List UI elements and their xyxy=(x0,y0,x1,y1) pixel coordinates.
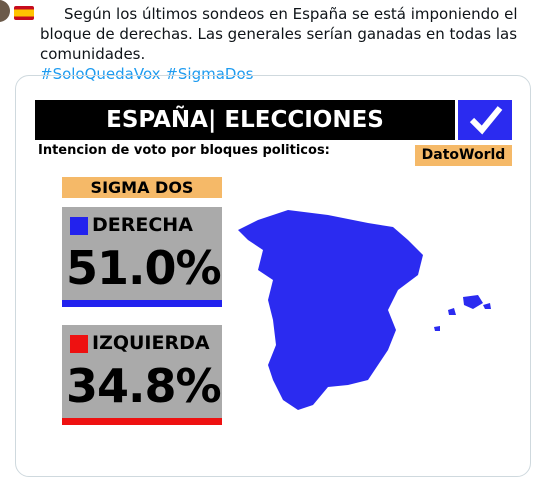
block-label: IZQUIERDA xyxy=(92,332,210,354)
avatar[interactable] xyxy=(0,0,10,22)
hashtag[interactable]: #SoloQuedaVox xyxy=(40,65,161,83)
result-block: IZQUIERDA 34.8% xyxy=(62,325,222,425)
tweet-text: Según los últimos sondeos en España se e… xyxy=(40,4,535,84)
color-square xyxy=(70,217,88,235)
color-bar xyxy=(62,418,222,425)
pollster: SIGMA DOS xyxy=(62,177,222,198)
block-label: DERECHA xyxy=(92,214,193,236)
result-block: DERECHA 51.0% xyxy=(62,207,222,307)
flag-icon xyxy=(14,6,34,20)
tweet-body: Según los últimos sondeos en España se e… xyxy=(40,5,518,63)
spain-map xyxy=(238,210,491,410)
image-subtitle: Intencion de voto por bloques politicos: xyxy=(38,143,330,158)
block-value: 34.8% xyxy=(66,359,222,413)
hashtag[interactable]: #SigmaDos xyxy=(165,65,254,83)
image-title: ESPAÑA| ELECCIONES GENERALES xyxy=(35,100,455,173)
block-value: 51.0% xyxy=(66,241,222,295)
color-square xyxy=(70,335,88,353)
color-bar xyxy=(62,300,222,307)
brand: DatoWorld xyxy=(415,145,512,166)
check-icon xyxy=(458,100,512,140)
